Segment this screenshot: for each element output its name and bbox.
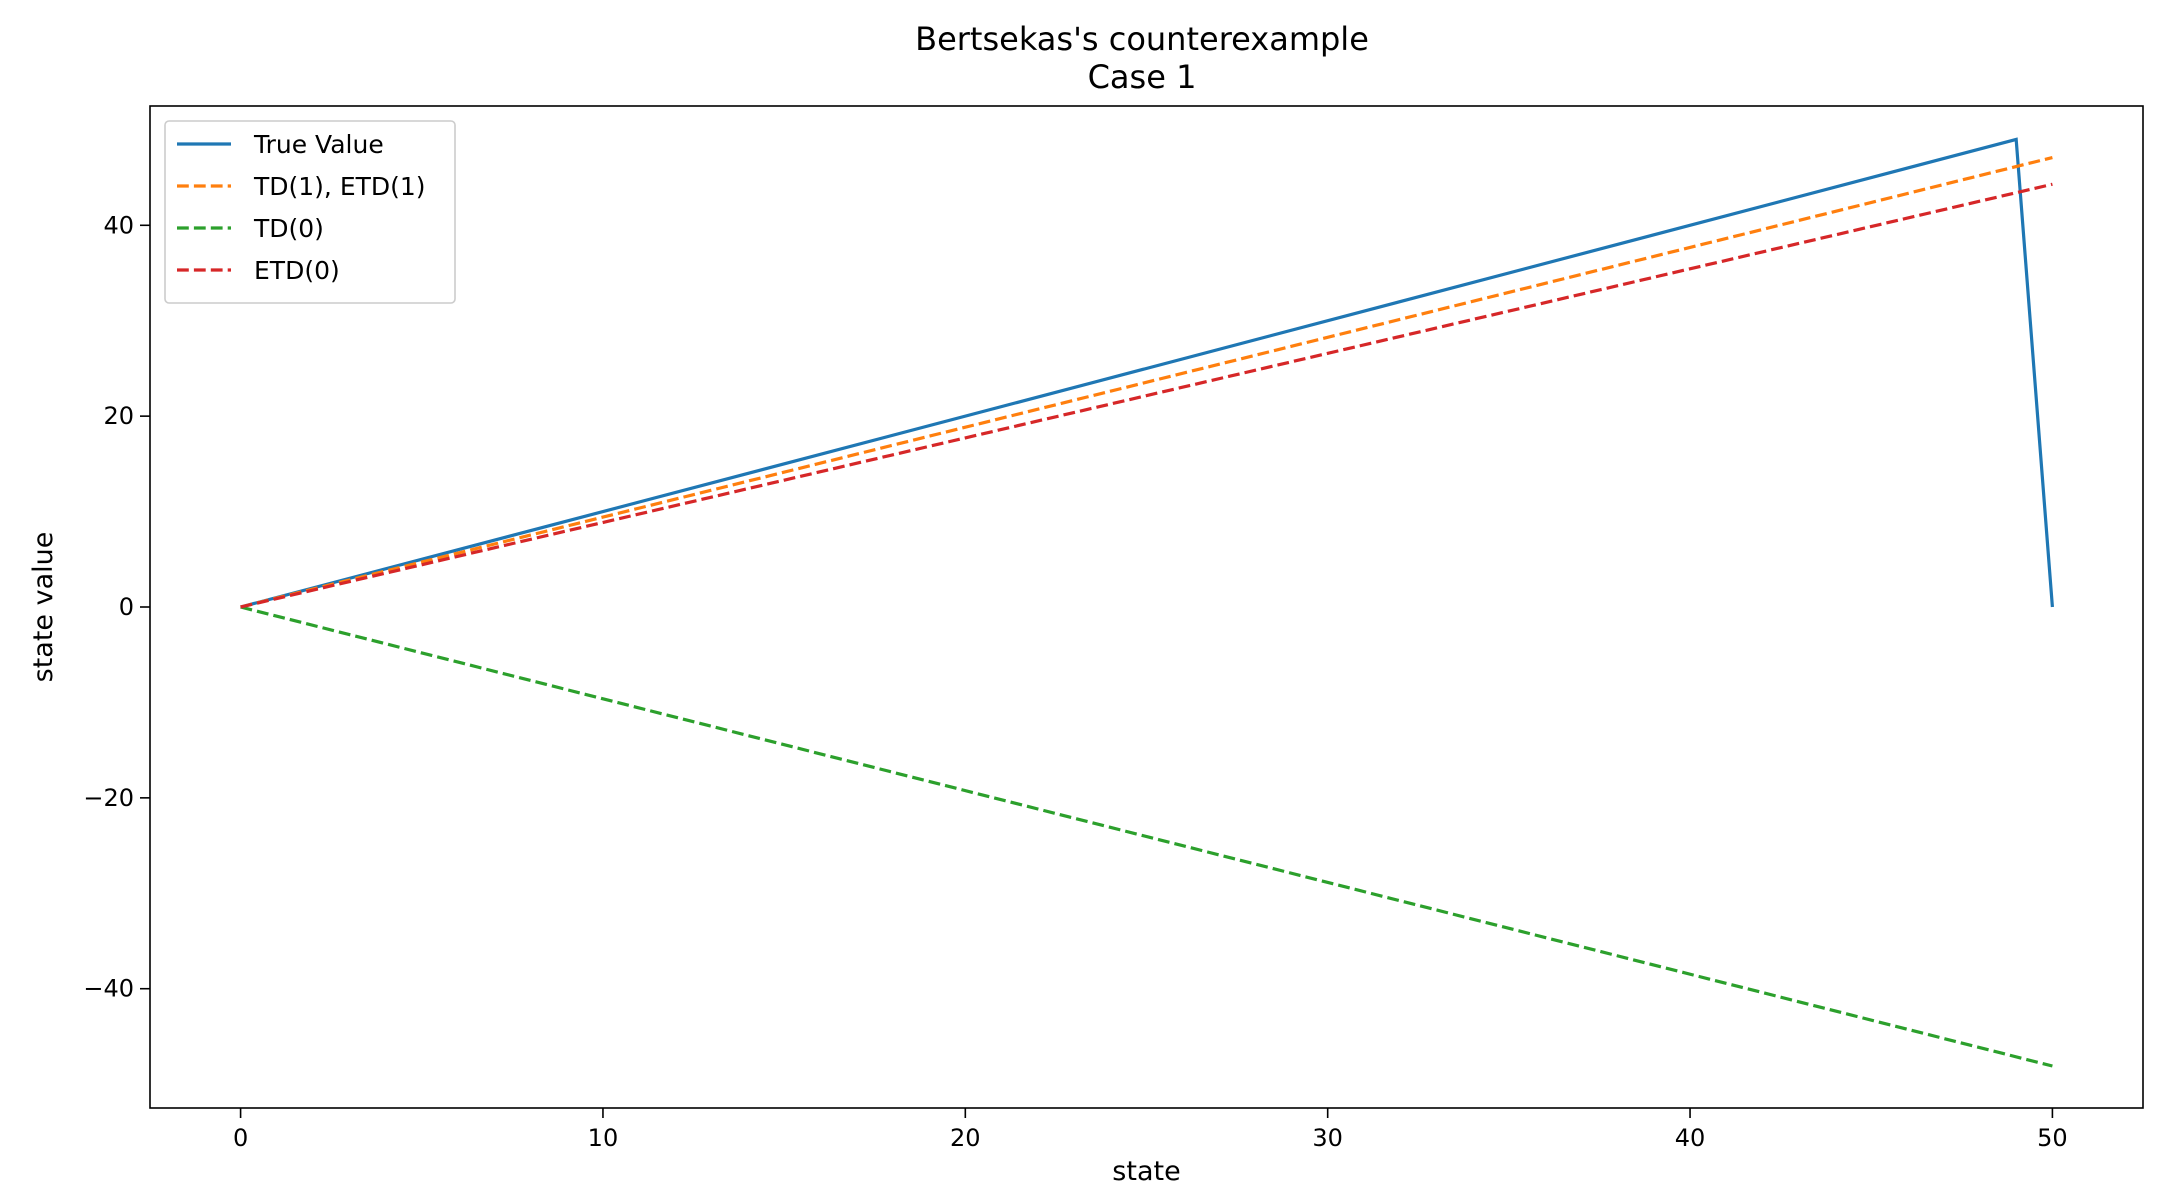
y-tick-label: 0 [119, 593, 134, 621]
series-layer [240, 137, 2055, 1068]
x-axis: 0 10 20 30 40 50 [233, 1108, 2068, 1152]
y-tick-label: 20 [103, 402, 134, 430]
legend-label-3: ETD(0) [254, 256, 340, 285]
legend-label-0: True Value [253, 130, 384, 159]
legend-label-1: TD(1), ETD(1) [253, 172, 426, 201]
x-tick-label: 20 [950, 1124, 981, 1152]
legend-label-2: TD(0) [253, 214, 324, 243]
x-axis-label: state [1112, 1156, 1180, 1187]
x-tick-label: 10 [588, 1124, 619, 1152]
series-line-1 [240, 155, 2053, 609]
series-line-3 [240, 182, 2053, 609]
y-tick-label: 40 [103, 211, 134, 239]
plot-frame [149, 105, 2144, 1109]
series-line-0 [240, 137, 2055, 609]
legend-box [164, 120, 456, 304]
x-tick-label: 50 [2037, 1124, 2068, 1152]
x-tick-label: 30 [1312, 1124, 1343, 1152]
y-tick-label: −40 [83, 975, 134, 1003]
y-axis: −40 −20 0 20 40 [83, 211, 150, 1003]
x-tick-label: 40 [1675, 1124, 1706, 1152]
y-axis-label: state value [28, 532, 59, 683]
legend: True Value TD(1), ETD(1) TD(0) ETD(0) [164, 120, 456, 304]
series-line-2 [240, 605, 2053, 1068]
chart-title: Bertsekas's counterexample [915, 20, 1369, 58]
x-tick-label: 0 [233, 1124, 248, 1152]
chart-subtitle: Case 1 [1088, 58, 1197, 96]
y-tick-label: −20 [83, 784, 134, 812]
